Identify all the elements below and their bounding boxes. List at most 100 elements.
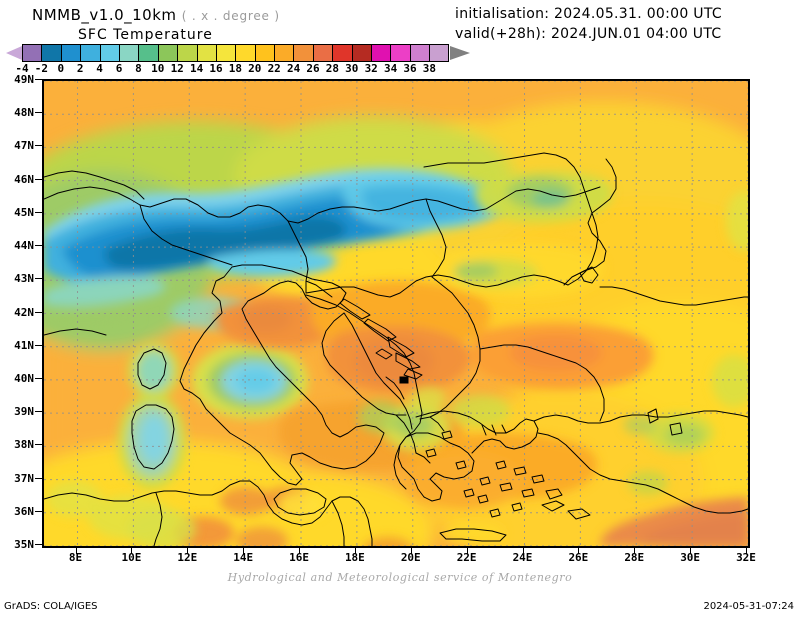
longitude-tick-label: 12E — [177, 551, 198, 564]
aegean-island-e1 — [647, 408, 659, 424]
colorbar-tick: 36 — [403, 62, 417, 75]
initialisation-time: initialisation: 2024.05.31. 00:00 UTC — [455, 6, 722, 22]
black-sea-south-coast — [599, 286, 748, 306]
colorbar-over-arrow — [449, 46, 470, 60]
colorbar-tick: 28 — [325, 62, 340, 75]
colorbar-tick: 10 — [151, 62, 165, 75]
border-hungary-west — [425, 198, 447, 278]
longitude-tick-mark — [75, 547, 77, 554]
border-montenegro — [385, 376, 405, 400]
latitude-tick-mark — [35, 510, 42, 512]
colorbar-tick: 20 — [248, 62, 262, 75]
colorbar-tick: 38 — [422, 62, 437, 75]
temperature-field — [44, 81, 748, 546]
latitude-tick-mark — [35, 477, 42, 479]
border-slovenia — [305, 280, 333, 298]
north-africa-coast — [44, 480, 373, 546]
sicily-coastline — [273, 488, 327, 516]
border-italy-nw — [139, 204, 233, 266]
colorbar-cell — [254, 44, 275, 62]
latitude-tick-mark — [35, 544, 42, 545]
sardinia-coastline — [131, 404, 175, 470]
island-korcula — [403, 368, 423, 380]
colorbar-cell — [177, 44, 197, 62]
longitude-tick-label: 14E — [233, 551, 254, 564]
colorbar-tick: 8 — [135, 62, 142, 75]
border-france-north — [44, 170, 145, 200]
colorbar-tick: 0 — [57, 62, 65, 75]
colorbar-tick: 32 — [364, 62, 378, 75]
colorbar-cell — [118, 44, 139, 62]
colorbar-under-arrow — [6, 46, 22, 60]
longitude-tick-mark — [466, 547, 468, 554]
island-brac — [387, 336, 415, 358]
aegean-north-coast — [415, 410, 539, 454]
italy-coastline — [179, 264, 385, 486]
longitude-tick-mark — [299, 547, 301, 554]
latitude-tick-label: 38N — [14, 438, 34, 452]
longitude-tick-label: 28E — [624, 551, 645, 564]
latitude-tick-label: 35N — [14, 538, 34, 551]
colorbar-cell — [80, 44, 100, 62]
variable-title: SFC Temperature — [78, 27, 213, 43]
latitude-tick-label: 49N — [14, 73, 34, 86]
border-bosnia-serbia — [343, 312, 413, 430]
longitude-tick-mark — [354, 547, 356, 554]
coastlines-and-borders — [44, 152, 748, 546]
colorbar-cell — [215, 44, 236, 62]
longitude-tick-mark — [410, 547, 412, 554]
colorbar-cell — [157, 44, 178, 62]
latitude-tick-label: 42N — [14, 305, 34, 319]
crete-coastline — [439, 528, 507, 542]
island-pag — [363, 318, 397, 342]
latitude-tick-label: 47N — [14, 139, 34, 153]
border-spain-france — [44, 328, 107, 336]
dalmatian-coast — [305, 294, 423, 490]
greece-peloponnese — [397, 432, 475, 502]
latitude-tick-mark — [35, 112, 42, 114]
latitude-tick-label: 41N — [14, 338, 34, 352]
grads-software-label: GrADS: COLA/IGES — [4, 601, 98, 612]
sea-of-marmara — [579, 266, 599, 284]
latitude-tick-mark — [35, 145, 42, 147]
border-algeria-tunisia — [153, 492, 163, 546]
colorbar-tick: 30 — [345, 62, 359, 75]
colorbar-tick: 12 — [170, 62, 184, 75]
longitude-tick-label: 26E — [568, 551, 589, 564]
colorbar-cell — [196, 44, 216, 62]
montenegro-marker — [399, 376, 409, 384]
island-krk — [339, 298, 371, 320]
colorbar-cell — [60, 44, 81, 62]
longitude-tick-label: 8E — [68, 551, 83, 564]
latitude-tick-label: 39N — [14, 405, 34, 419]
colorbar-tick: -4 — [15, 62, 29, 75]
longitude-tick-label: 18E — [344, 551, 365, 564]
longitude-tick-mark — [634, 547, 636, 554]
aegean-island-e2 — [669, 422, 683, 436]
map-plot-area[interactable] — [42, 79, 750, 548]
border-greece-albania-s — [415, 452, 431, 464]
valid-time: valid(+28h): 2024.JUN.01 04:00 UTC — [455, 26, 722, 42]
colorbar-tick: 2 — [76, 62, 84, 75]
latitude-tick-label: 45N — [14, 205, 34, 219]
longitude-tick-mark — [746, 547, 747, 554]
border-romania — [423, 152, 599, 286]
border-greece-macedonia — [429, 416, 445, 432]
longitude-tick-label: 32E — [736, 551, 756, 564]
latitude-tick-mark — [35, 178, 42, 180]
rhodes — [567, 508, 591, 520]
latitude-tick-mark — [35, 278, 42, 280]
marmara-north-coast — [533, 410, 748, 424]
border-bulgaria-turkey — [479, 344, 605, 422]
latitude-tick-mark — [35, 411, 42, 413]
latitude-tick-mark — [35, 344, 42, 346]
colorbar-cell — [409, 44, 430, 62]
colorbar-tick-labels: -4 -2 0 2 4 6 8 10 12 14 16 18 20 22 24 26 28 30 32 34 36 38 — [4, 62, 474, 75]
border-tunisia-libya — [331, 500, 345, 546]
latitude-tick-label: 40N — [14, 371, 34, 385]
latitude-tick-mark — [35, 211, 42, 213]
colorbar-tick: 14 — [189, 62, 204, 75]
longitude-tick-label: 22E — [456, 551, 477, 564]
latitude-tick-mark — [35, 377, 42, 379]
